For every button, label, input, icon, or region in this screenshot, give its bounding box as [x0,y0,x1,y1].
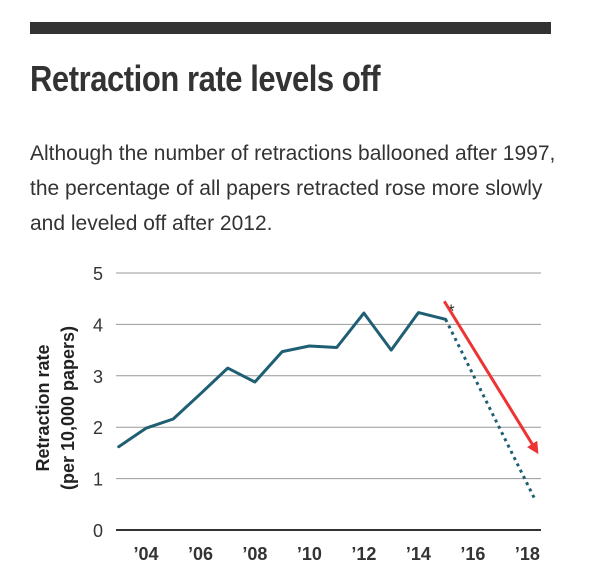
x-tick-label: ’16 [460,544,485,564]
chart-title: Retraction rate levels off [30,58,381,99]
chart-subtitle: Although the number of retractions ballo… [30,142,556,235]
gridlines [116,272,541,531]
x-tick-labels: ’04 ’06 ’08 ’10 ’12 ’14 ’16 ’18 [133,544,539,564]
y-tick-label: 3 [93,367,103,387]
x-tick-label: ’18 [515,544,540,564]
x-tick-label: ’12 [351,544,376,564]
x-tick-label: ’08 [242,544,267,564]
projected-series-line [444,318,537,502]
y-tick-label: 5 [93,264,103,284]
y-tick-label: 0 [93,521,103,541]
data-series [117,311,537,502]
y-tick-label: 2 [93,418,103,438]
header-rule [30,22,551,34]
x-tick-label: ’10 [297,544,322,564]
y-tick-label: 1 [93,470,103,490]
x-tick-label: ’06 [188,544,213,564]
x-tick-label: ’14 [406,544,431,564]
y-axis-label-units: (per 10,000 papers) [58,326,78,490]
y-axis-label: Retraction rate [33,344,53,471]
y-tick-label: 4 [93,315,103,335]
series-line [117,311,448,449]
red-arrow [443,300,539,455]
y-tick-labels: 0 1 2 3 4 5 [93,264,103,541]
x-tick-label: ’04 [133,544,158,564]
